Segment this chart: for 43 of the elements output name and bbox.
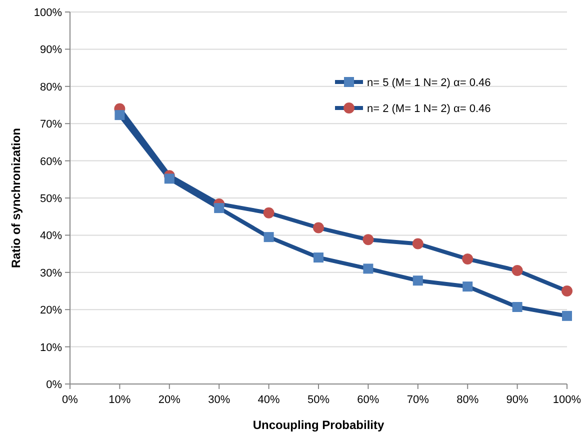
legend-label: n= 5 (M= 1 N= 2) α= 0.46: [367, 77, 491, 89]
point: [512, 265, 523, 276]
x-tick-label: 70%: [406, 394, 430, 406]
x-tick-label: 20%: [158, 394, 181, 406]
point: [264, 232, 274, 242]
point: [462, 282, 473, 292]
point: [562, 310, 572, 321]
y-axis-title: Ratio of synchronization: [9, 128, 23, 268]
x-tick-label: 50%: [307, 394, 330, 406]
point: [512, 302, 522, 312]
legend-label: n= 2 (M= 1 N= 2) α= 0.46: [367, 103, 491, 115]
point: [412, 276, 423, 286]
x-tick-label: 90%: [506, 394, 529, 406]
x-tick-label: 10%: [108, 394, 131, 406]
point: [462, 254, 474, 265]
point: [114, 110, 125, 120]
y-tick-label: 30%: [40, 267, 62, 280]
y-tick-label: 50%: [40, 193, 62, 205]
point: [562, 286, 572, 296]
point: [412, 238, 424, 250]
point: [214, 203, 224, 214]
y-tick-label: 70%: [40, 118, 62, 131]
point: [362, 234, 374, 246]
y-tick-label: 20%: [40, 304, 62, 317]
point: [164, 174, 174, 184]
x-tick-label: 60%: [357, 394, 380, 406]
x-tick-label: 30%: [208, 394, 230, 406]
point: [363, 264, 374, 274]
y-tick-label: 100%: [34, 7, 62, 19]
y-tick-label: 10%: [40, 342, 62, 354]
x-tick-label: 80%: [456, 394, 479, 406]
y-tick-label: 60%: [40, 156, 62, 168]
y-tick-label: 0%: [46, 379, 62, 391]
y-tick-label: 40%: [40, 230, 62, 242]
x-axis-title: Uncoupling Probability: [252, 418, 384, 432]
x-tick-label: 100%: [552, 394, 582, 406]
point: [313, 222, 324, 234]
x-tick-label: 0%: [62, 394, 78, 406]
y-tick-label: 80%: [40, 81, 62, 94]
point: [314, 252, 324, 263]
point: [263, 207, 274, 218]
y-tick-label: 90%: [40, 44, 62, 56]
x-tick-label: 40%: [258, 394, 280, 406]
